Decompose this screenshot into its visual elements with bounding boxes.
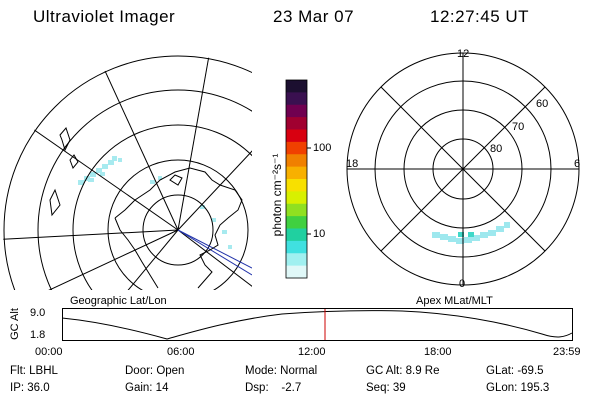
colorbar-segment (286, 265, 307, 279)
door-value: Door: Open (125, 365, 185, 377)
dsp-value: Dsp: -2.7 (245, 382, 302, 394)
mlt-label-6: 6 (574, 158, 581, 170)
colorbar-tick-10: 10 (313, 228, 326, 240)
gc-alt-value: GC Alt: 8.9 Re (366, 365, 440, 377)
time-tick-0600: 06:00 (167, 346, 195, 358)
colorbar-segment (286, 80, 307, 93)
geographic-map (3, 55, 252, 290)
time-tick-1200: 12:00 (298, 346, 326, 358)
seq-value: Seq: 39 (366, 382, 406, 394)
time-tick-2359: 23:59 (553, 346, 581, 358)
instrument-title: Ultraviolet Imager (33, 7, 176, 26)
aurora-emission-left (78, 156, 232, 249)
mlat-label-70: 70 (512, 121, 525, 133)
filter-value: Flt: LBHL (10, 365, 58, 377)
time-label: 12:27:45 UT (430, 7, 530, 26)
mlat-label-80: 80 (490, 143, 503, 155)
mlt-label-0: 0 (459, 278, 466, 290)
colorbar-segment (286, 154, 307, 168)
colorbar-segment (286, 141, 307, 155)
mlat-label-60: 60 (536, 98, 549, 110)
colorbar-segment (286, 216, 307, 229)
colorbar-segment (286, 253, 307, 267)
colorbar-unit-label: photon cm⁻²s⁻¹ (270, 153, 284, 237)
altitude-tick-max: 9.0 (30, 307, 46, 319)
altitude-curve (62, 310, 573, 340)
mlt-label-18: 18 (346, 158, 359, 170)
colorbar-segment (286, 129, 307, 143)
aurora-emission-right (432, 222, 510, 244)
time-tick-1800: 18:00 (424, 346, 452, 358)
mode-value: Mode: Normal (245, 365, 318, 377)
colorbar-segment (286, 179, 307, 192)
altitude-tick-min: 1.8 (30, 329, 46, 341)
glat-value: GLat: -69.5 (486, 365, 544, 377)
date-label: 23 Mar 07 (273, 7, 355, 26)
glon-value: GLon: 195.3 (486, 382, 550, 394)
colorbar (285, 79, 311, 279)
colorbar-segment (286, 191, 307, 205)
mlt-polar-plot (346, 52, 580, 286)
colorbar-segment (286, 203, 307, 217)
gain-value: Gain: 14 (125, 382, 169, 394)
colorbar-segment (286, 240, 307, 254)
colorbar-segment (286, 166, 307, 180)
colorbar-segment (286, 104, 307, 118)
time-tick-0000: 00:00 (35, 346, 63, 358)
colorbar-tick-100: 100 (313, 142, 332, 154)
colorbar-segment (286, 117, 307, 130)
altitude-plot (62, 308, 573, 341)
altitude-axis-label: GC Alt (9, 308, 21, 340)
colorbar-segment (286, 92, 307, 106)
geographic-caption: Geographic Lat/Lon (70, 295, 167, 307)
mlt-label-12: 12 (457, 48, 470, 60)
colorbar-segment (286, 228, 307, 242)
apex-caption: Apex MLat/MLT (416, 295, 493, 307)
ip-value: IP: 36.0 (10, 382, 50, 394)
